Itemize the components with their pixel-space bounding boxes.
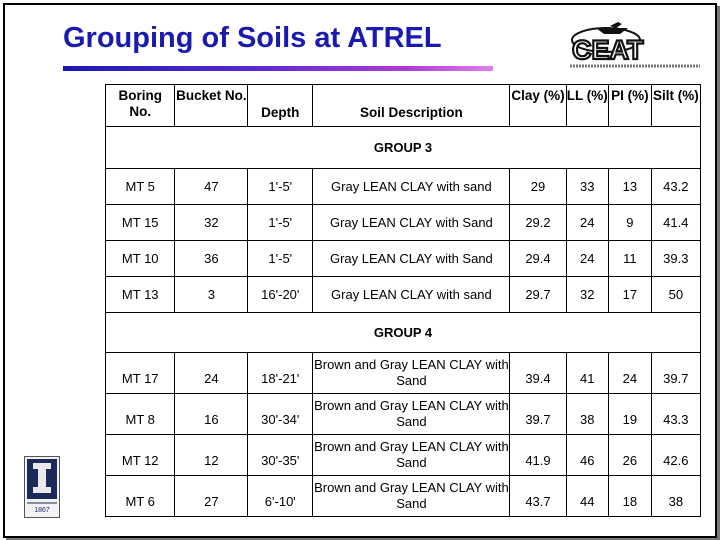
ll-cell: 33: [565, 168, 610, 205]
pi-cell: 11: [608, 240, 652, 277]
description-cell: Gray LEAN CLAY with sand: [312, 276, 511, 313]
clay-cell: 43.7: [509, 475, 567, 517]
pi-cell: 26: [608, 434, 652, 476]
table-row: MT 10 36 1'-5' Gray LEAN CLAY with Sand …: [104, 240, 702, 277]
university-seal: 1867: [24, 456, 60, 518]
depth-cell: 1'-5': [247, 204, 314, 241]
bucket-cell: 47: [174, 168, 249, 205]
clay-cell: 29.2: [509, 204, 567, 241]
pi-cell: 24: [608, 352, 652, 394]
bucket-cell: 36: [174, 240, 249, 277]
boring-cell: MT 12: [104, 434, 176, 476]
ll-cell: 32: [565, 276, 610, 313]
depth-cell: 1'-5': [247, 240, 314, 277]
col-header-description: Soil Description: [312, 84, 511, 127]
description-cell: Brown and Gray LEAN CLAY with Sand: [312, 475, 511, 517]
logo-text: CEAT: [572, 35, 644, 65]
group-3-label: GROUP 3: [105, 126, 701, 169]
table-row: MT 17 24 18'-21' Brown and Gray LEAN CLA…: [104, 352, 702, 394]
pi-cell: 13: [608, 168, 652, 205]
col-header-pi: PI (%): [608, 84, 652, 127]
ll-cell: 24: [565, 240, 610, 277]
title-underline: [63, 66, 493, 71]
description-cell: Brown and Gray LEAN CLAY with Sand: [312, 393, 511, 435]
col-header-depth: Depth: [247, 84, 314, 127]
ll-cell: 38: [565, 393, 610, 435]
col-header-silt: Silt (%): [650, 84, 702, 127]
description-cell: Brown and Gray LEAN CLAY with Sand: [312, 434, 511, 476]
table-row: MT 13 3 16'-20' Gray LEAN CLAY with sand…: [104, 276, 702, 313]
col-header-bucket: Bucket No.: [174, 84, 249, 127]
ll-cell: 24: [565, 204, 610, 241]
boring-cell: MT 6: [104, 475, 176, 517]
bucket-cell: 12: [174, 434, 249, 476]
group-4-row: GROUP 4: [105, 312, 701, 353]
boring-cell: MT 15: [104, 204, 176, 241]
boring-cell: MT 10: [104, 240, 176, 277]
pi-cell: 17: [608, 276, 652, 313]
pi-cell: 18: [608, 475, 652, 517]
silt-cell: 50: [650, 276, 702, 313]
table-row: MT 15 32 1'-5' Gray LEAN CLAY with Sand …: [104, 204, 702, 241]
silt-cell: 42.6: [650, 434, 702, 476]
silt-cell: 38: [650, 475, 702, 517]
bucket-cell: 32: [174, 204, 249, 241]
group-3-row: GROUP 3: [105, 126, 701, 169]
silt-cell: 41.4: [650, 204, 702, 241]
boring-cell: MT 13: [104, 276, 176, 313]
silt-cell: 39.3: [650, 240, 702, 277]
depth-cell: 6'-10': [247, 475, 314, 517]
depth-cell: 16'-20': [247, 276, 314, 313]
col-header-ll: LL (%): [565, 84, 610, 127]
seal-year: 1867: [34, 507, 50, 514]
ceat-logo: CEAT: [570, 22, 700, 68]
table-row: MT 12 12 30'-35' Brown and Gray LEAN CLA…: [104, 434, 702, 476]
boring-cell: MT 8: [104, 393, 176, 435]
soil-grouping-table: Boring No. Bucket No. Depth Soil Descrip…: [104, 84, 702, 517]
bucket-cell: 3: [174, 276, 249, 313]
description-cell: Brown and Gray LEAN CLAY with Sand: [312, 352, 511, 394]
bucket-cell: 24: [174, 352, 249, 394]
seal-icon: 1867: [27, 459, 57, 514]
depth-cell: 18'-21': [247, 352, 314, 394]
table-row: MT 8 16 30'-34' Brown and Gray LEAN CLAY…: [104, 393, 702, 435]
clay-cell: 39.4: [509, 352, 567, 394]
col-header-boring: Boring No.: [104, 84, 176, 127]
silt-cell: 39.7: [650, 352, 702, 394]
boring-cell: MT 5: [104, 168, 176, 205]
pi-cell: 9: [608, 204, 652, 241]
col-header-clay: Clay (%): [509, 84, 567, 127]
description-cell: Gray LEAN CLAY with sand: [312, 168, 511, 205]
slide-title: Grouping of Soils at ATREL: [63, 22, 442, 54]
boring-cell: MT 17: [104, 352, 176, 394]
depth-cell: 30'-34': [247, 393, 314, 435]
silt-cell: 43.2: [650, 168, 702, 205]
clay-cell: 29: [509, 168, 567, 205]
clay-cell: 29.7: [509, 276, 567, 313]
description-cell: Gray LEAN CLAY with Sand: [312, 240, 511, 277]
bucket-cell: 27: [174, 475, 249, 517]
pi-cell: 19: [608, 393, 652, 435]
group-4-label: GROUP 4: [105, 312, 701, 353]
bucket-cell: 16: [174, 393, 249, 435]
clay-cell: 41.9: [509, 434, 567, 476]
table-header-row: Boring No. Bucket No. Depth Soil Descrip…: [104, 84, 702, 127]
description-cell: Gray LEAN CLAY with Sand: [312, 204, 511, 241]
ll-cell: 44: [565, 475, 610, 517]
ll-cell: 46: [565, 434, 610, 476]
table-row: MT 6 27 6'-10' Brown and Gray LEAN CLAY …: [104, 475, 702, 517]
depth-cell: 30'-35': [247, 434, 314, 476]
clay-cell: 29.4: [509, 240, 567, 277]
silt-cell: 43.3: [650, 393, 702, 435]
table-row: MT 5 47 1'-5' Gray LEAN CLAY with sand 2…: [104, 168, 702, 205]
depth-cell: 1'-5': [247, 168, 314, 205]
ll-cell: 41: [565, 352, 610, 394]
clay-cell: 39.7: [509, 393, 567, 435]
